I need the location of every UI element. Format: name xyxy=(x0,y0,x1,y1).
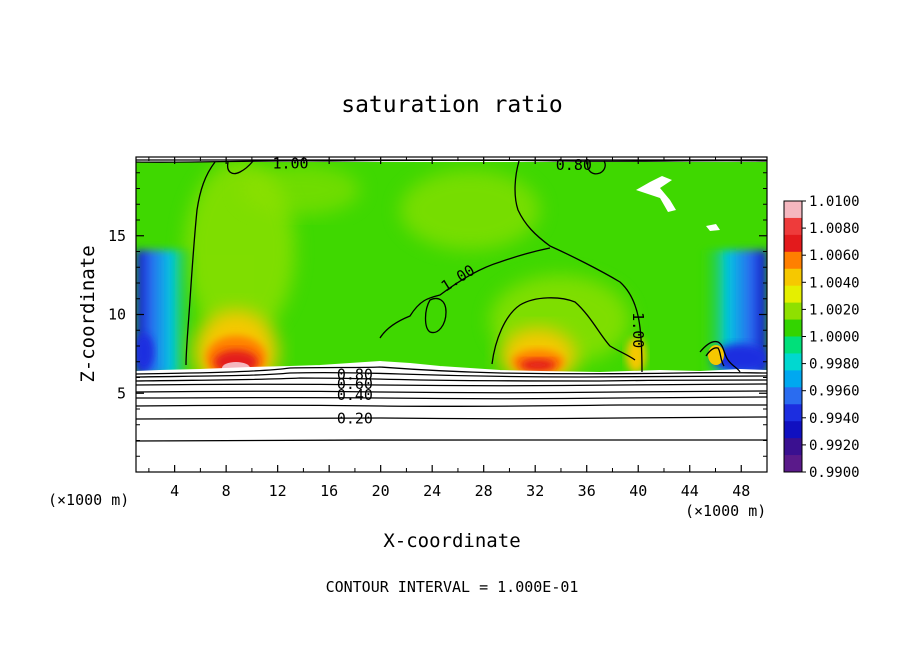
field-patch xyxy=(240,165,360,215)
contour-line xyxy=(705,347,725,367)
colorbar-label: 0.9940 xyxy=(809,411,860,427)
x-tick-label: 40 xyxy=(629,482,647,500)
colorbar-swatch xyxy=(784,201,802,219)
contour-line-1.00 xyxy=(185,161,216,366)
x-axis: 4 8 12 16 20 24 28 32 36 40 44 48 xyxy=(148,157,768,500)
colorbar-label: 1.0080 xyxy=(809,221,860,237)
y-axis-label: Z-coordinate xyxy=(77,245,99,382)
colorbar-label: 1.0020 xyxy=(809,302,860,318)
colorbar-swatch xyxy=(784,370,802,388)
y-axis: 5 10 15 xyxy=(108,172,767,457)
x-tick-label: 36 xyxy=(578,482,596,500)
colorbar-swatch xyxy=(784,217,802,236)
colorbar: 1.0100 1.0080 1.0060 1.0040 1.0020 1.0000 0.99… xyxy=(783,194,860,481)
x-axis-label: X-coordinate xyxy=(383,530,520,552)
contour-lines xyxy=(136,159,767,442)
contour-line-1.00 xyxy=(514,160,643,373)
contour-line xyxy=(699,340,741,373)
contour-line-1.00 xyxy=(424,297,447,334)
colorbar-swatch xyxy=(784,302,802,321)
contour-label: 0.80 xyxy=(337,365,373,383)
colorbar-label: 1.0060 xyxy=(809,248,860,264)
left-dry-core xyxy=(136,334,154,370)
contour-line-0.80 xyxy=(136,366,767,375)
contour-labels: 1.00 0.801.001.000.800.600.400.20 xyxy=(272,154,647,427)
colorbar-swatch xyxy=(784,268,802,287)
colorbar-swatch xyxy=(784,438,802,456)
contour-interval-note: CONTOUR INTERVAL = 1.000E-01 xyxy=(326,578,579,596)
contour-label: 0.60 xyxy=(337,375,373,393)
x-unit-left: (×1000 m) xyxy=(48,491,129,509)
white-patch xyxy=(636,176,676,212)
white-patch xyxy=(706,224,720,231)
contour-line xyxy=(136,383,767,387)
x-tick-label: 32 xyxy=(526,482,544,500)
colorbar-label: 1.0040 xyxy=(809,275,860,291)
x-unit-right: (×1000 m) xyxy=(685,502,766,520)
contour-line-0.60 xyxy=(136,377,767,382)
chart-title: saturation ratio xyxy=(341,92,563,118)
contour-line xyxy=(226,159,255,175)
contour-line xyxy=(136,396,767,400)
x-tick-label: 28 xyxy=(475,482,493,500)
contour-line xyxy=(136,371,767,378)
field-patch xyxy=(400,170,540,250)
colorbar-label: 0.9960 xyxy=(809,384,860,400)
y-tick-label: 15 xyxy=(108,227,126,245)
x-tick-label: 44 xyxy=(681,482,699,500)
y-tick-label: 5 xyxy=(117,384,126,402)
x-tick-label: 24 xyxy=(423,482,441,500)
contour-label: 1.00 xyxy=(272,154,308,172)
colorbar-swatch xyxy=(784,285,802,304)
colorbar-swatch xyxy=(784,336,802,354)
x-tick-label: 8 xyxy=(222,482,231,500)
colorbar-swatch xyxy=(784,455,802,473)
y-tick-label: 10 xyxy=(108,306,126,324)
colorbar-label: 1.0000 xyxy=(809,330,860,346)
contour-label: 0.80 xyxy=(556,156,592,174)
cloud-base-fringe xyxy=(135,360,768,375)
colorbar-label: 1.0100 xyxy=(809,194,860,210)
contour-line xyxy=(586,160,606,175)
contour-label: 1.00 xyxy=(629,312,647,348)
plume-32km-peak xyxy=(520,359,556,371)
colorbar-swatch xyxy=(784,421,802,439)
right-dry-core xyxy=(712,344,767,372)
contour-label: 0.20 xyxy=(337,409,373,427)
colorbar-label: 0.9920 xyxy=(809,438,860,454)
colorbar-swatch xyxy=(784,319,802,337)
x-tick-label: 12 xyxy=(269,482,287,500)
contour-line-1.00 xyxy=(379,247,551,339)
contour-line xyxy=(136,404,767,408)
colorbar-label: 0.9900 xyxy=(809,465,860,481)
contour-label: 0.40 xyxy=(337,386,373,404)
colorbar-label: 0.9980 xyxy=(809,357,860,373)
colorbar-swatch xyxy=(784,404,802,422)
contour-line xyxy=(136,159,767,163)
contour-line-0.40 xyxy=(136,390,767,394)
contour-line-1.00 xyxy=(491,297,636,365)
x-tick-label: 4 xyxy=(170,482,179,500)
x-tick-label: 16 xyxy=(320,482,338,500)
colorbar-swatch xyxy=(784,387,802,405)
colorbar-swatch xyxy=(784,234,802,253)
colorbar-swatch xyxy=(784,251,802,270)
colorbar-swatch xyxy=(784,353,802,371)
contour-line xyxy=(136,439,767,442)
x-tick-label: 20 xyxy=(372,482,390,500)
x-tick-label: 48 xyxy=(732,482,750,500)
contour-line-0.20 xyxy=(136,416,767,420)
